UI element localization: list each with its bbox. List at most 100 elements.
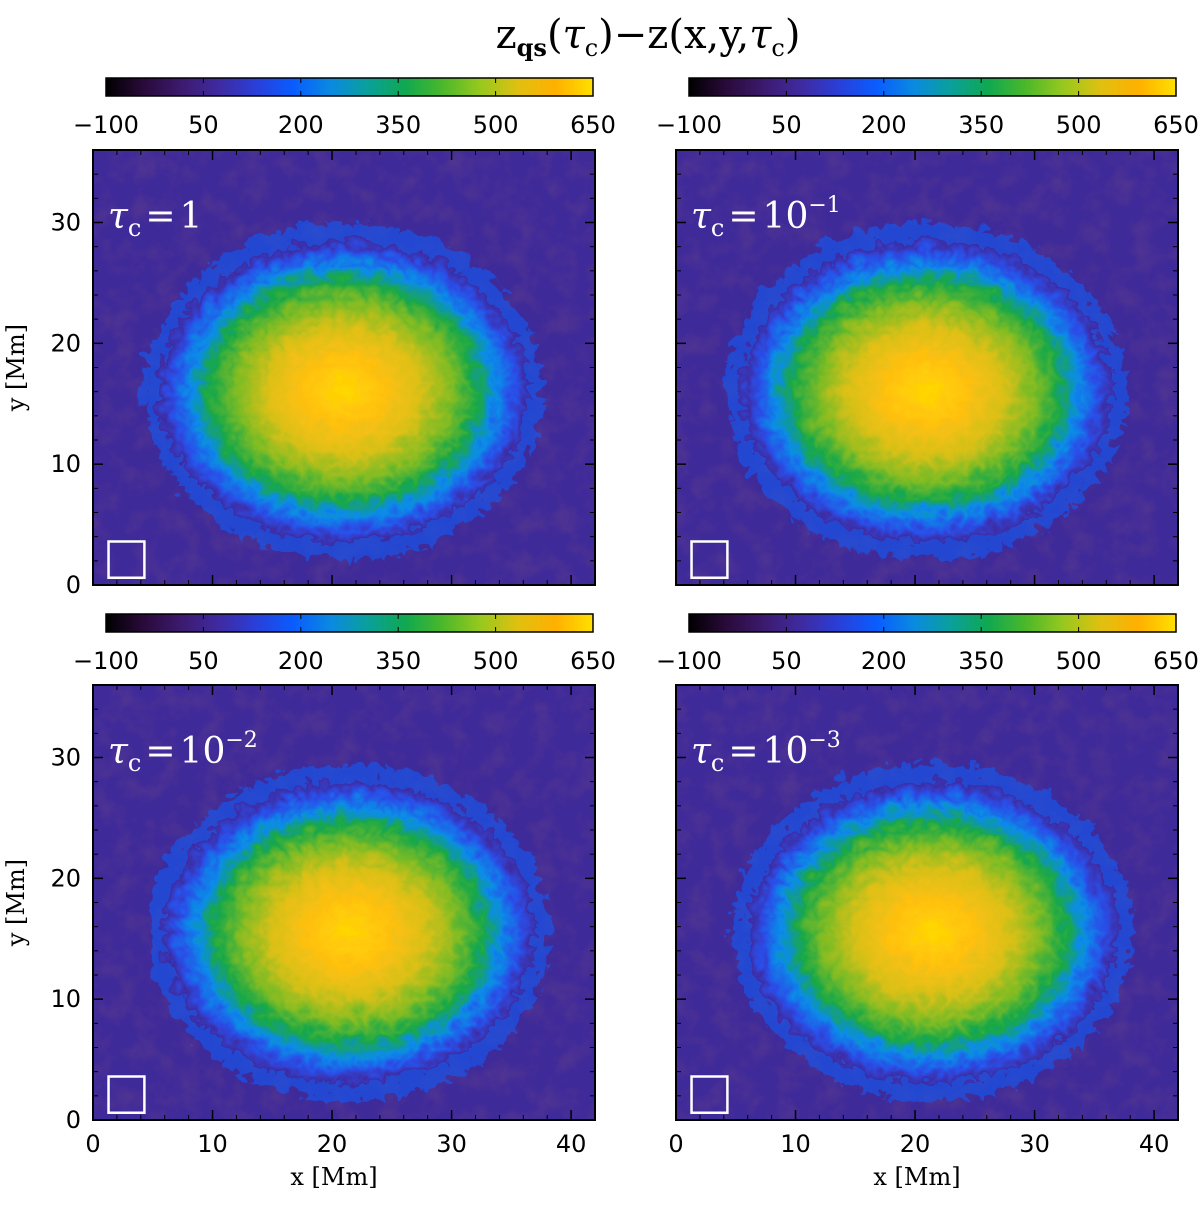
- colorbar-tick-label: 350: [375, 111, 421, 139]
- panel-label-eq: =: [145, 731, 175, 772]
- y-tick-label: 10: [50, 450, 81, 478]
- y-tick-label: 30: [50, 209, 81, 237]
- colorbar-tick-label: 500: [1056, 647, 1102, 675]
- colorbar-tick-label: 50: [188, 111, 219, 139]
- colorbar-tick-label: 200: [861, 647, 907, 675]
- panel-label: τc = 1: [108, 196, 202, 242]
- panel-label-sub: c: [711, 214, 724, 242]
- colorbar-gradient: [105, 77, 594, 97]
- panel-label-tau: τ: [691, 731, 712, 772]
- title-args-close: ): [785, 12, 801, 58]
- colorbar-tick-label: 350: [375, 647, 421, 675]
- heatmap: [676, 150, 1178, 585]
- spot-umbra: [735, 234, 1107, 537]
- x-tick-label: 20: [317, 1130, 348, 1158]
- panel-label-exp: −2: [225, 728, 257, 753]
- panel-label-base: 10: [763, 731, 809, 772]
- heatmap: [676, 685, 1178, 1120]
- y-axis-label: y [Mm]: [2, 859, 30, 947]
- colorbar-gradient: [688, 613, 1177, 633]
- y-tick-label: 20: [50, 864, 81, 892]
- panel-label-sub: c: [128, 214, 141, 242]
- panel-1: −100 50 200 350 500 650 0 10 20 30 y [Mm] τc = 1: [2, 77, 616, 599]
- marker-box: [690, 540, 729, 579]
- panel-label-base: 1: [180, 196, 203, 237]
- x-tick-label: 10: [780, 1130, 811, 1158]
- x-tick-label: 40: [556, 1130, 587, 1158]
- title-paren-close: ): [598, 12, 614, 58]
- panel-label-sub: c: [128, 749, 141, 777]
- colorbar-tick-label: 650: [570, 111, 616, 139]
- panel-label: τc = 10−1: [691, 193, 841, 242]
- panel-label-base: 10: [763, 196, 809, 237]
- panel-label-sub: c: [711, 749, 724, 777]
- title-tau-sub: c: [585, 34, 598, 62]
- colorbar-tick-label: −100: [656, 111, 722, 139]
- title-tau2: τ: [749, 12, 772, 58]
- figure-title: zqs(τc)−z(x,y,τc): [496, 12, 801, 62]
- panel-label-eq: =: [728, 196, 758, 237]
- y-tick-label: 30: [50, 744, 81, 772]
- colorbar-tick-label: 500: [473, 111, 519, 139]
- title-tau2-sub: c: [771, 34, 784, 62]
- y-axis-label: y [Mm]: [2, 324, 30, 412]
- marker-box: [107, 1075, 146, 1114]
- panel-2: −100 50 200 350 500 650 τc = 10−1: [656, 77, 1199, 586]
- colorbar: −100 50 200 350 500 650: [656, 77, 1199, 139]
- x-axis-label: x [Mm]: [290, 1163, 377, 1191]
- colorbar-tick-label: 200: [278, 647, 324, 675]
- colorbar-tick-label: 350: [958, 111, 1004, 139]
- colorbar-tick-label: 650: [1153, 111, 1199, 139]
- title-z: z: [496, 12, 517, 58]
- x-tick-label: 20: [900, 1130, 931, 1158]
- panel-label-tau: τ: [691, 196, 712, 237]
- heatmap: [93, 685, 595, 1120]
- colorbar-tick-label: 200: [278, 111, 324, 139]
- colorbar-tick-label: 500: [1056, 111, 1102, 139]
- panel-label-base: 10: [180, 731, 226, 772]
- panel-label: τc = 10−3: [691, 728, 841, 777]
- colorbar-tick-label: 650: [570, 647, 616, 675]
- colorbar-tick-label: 350: [958, 647, 1004, 675]
- spot-umbra: [158, 775, 530, 1078]
- x-tick-label: 30: [1019, 1130, 1050, 1158]
- colorbar-gradient: [688, 77, 1177, 97]
- panel-label-tau: τ: [108, 196, 129, 237]
- colorbar-gradient: [105, 613, 594, 633]
- colorbar-tick-label: 500: [473, 647, 519, 675]
- colorbar-tick-label: 650: [1153, 647, 1199, 675]
- x-tick-label: 10: [197, 1130, 228, 1158]
- y-tick-label: 0: [66, 571, 81, 599]
- panel-label-eq: =: [728, 731, 758, 772]
- panel-label: τc = 10−2: [108, 728, 258, 777]
- title-minus: −: [614, 12, 648, 58]
- colorbar-tick-label: 50: [771, 111, 802, 139]
- marker-box: [107, 540, 146, 579]
- panel-label-exp: −1: [808, 193, 840, 218]
- colorbar-tick-label: −100: [73, 647, 139, 675]
- colorbar-tick-label: −100: [73, 111, 139, 139]
- y-tick-label: 20: [50, 329, 81, 357]
- panel-label-tau: τ: [108, 731, 129, 772]
- colorbar: −100 50 200 350 500 650: [73, 613, 616, 675]
- colorbar-tick-label: 50: [771, 647, 802, 675]
- spot-umbra: [741, 775, 1113, 1078]
- x-tick-label: 0: [668, 1130, 683, 1158]
- title-z2: z: [647, 12, 668, 58]
- title-paren-open: (: [547, 12, 563, 58]
- heatmap: [93, 150, 595, 585]
- colorbar-tick-label: 50: [188, 647, 219, 675]
- colorbar-tick-label: 200: [861, 111, 907, 139]
- colorbar: −100 50 200 350 500 650: [656, 613, 1199, 675]
- panel-label-exp: −3: [808, 728, 840, 753]
- x-tick-label: 30: [436, 1130, 467, 1158]
- y-tick-label: 10: [50, 985, 81, 1013]
- colorbar: −100 50 200 350 500 650: [73, 77, 616, 139]
- title-z-sub: qs: [517, 33, 547, 62]
- title-tau: τ: [563, 12, 586, 58]
- x-tick-label: 40: [1139, 1130, 1170, 1158]
- x-axis-label: x [Mm]: [873, 1163, 960, 1191]
